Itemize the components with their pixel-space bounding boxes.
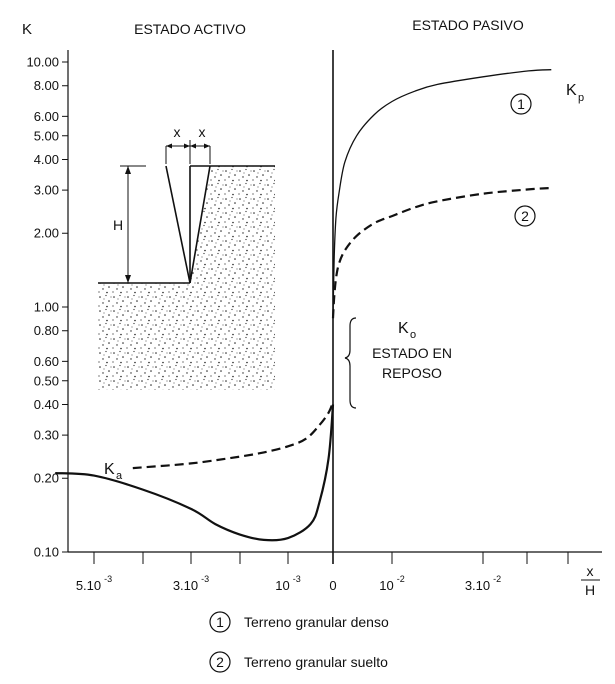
ka-label-sub: a [116,470,123,482]
legend-marker-1 [209,611,231,633]
x-tick-label-4: 10 -2 [379,574,404,593]
y-tick-label-7: 1.00 [34,300,59,315]
curve1-marker-text: 1 [517,96,525,112]
curve1-marker-circle [510,93,532,115]
y-tick-label-1: 8.00 [34,78,59,93]
legend-text-1: Terreno granular denso [244,614,389,630]
disp-arrow-1 [166,143,172,149]
legend: 1 Terreno granular denso 2 Terreno granu… [209,611,389,673]
ko-label-base: K [398,320,409,337]
y-tick-label-3: 5.00 [34,128,59,143]
kp-label-base: K [566,82,577,99]
x-tick-label-3: 0 [329,578,336,593]
x-tick-label-0: 5.10 -3 [76,574,112,593]
curves [55,69,552,542]
passive-state-label: ESTADO PASIVO [412,17,524,33]
x-axis-title-denominator: H [585,582,595,598]
disp-left-label: x [174,124,181,140]
y-tick-label-4: 4.00 [34,152,59,167]
height-arrow-bottom [125,275,131,283]
disp-right-label: x [199,124,206,140]
ka-label-base: K [104,461,115,478]
curve-2-passive [331,186,552,319]
x-axis-title-numerator: x [587,563,594,579]
y-tick-label-6: 2.00 [34,226,59,241]
y-tick-label-10: 0.50 [34,373,59,388]
disp-arrow-2 [184,143,190,149]
x-tick-label-1: 3.10 -3 [173,574,209,593]
wall-rotated-passive [189,165,211,284]
legend-text-2: Terreno granular suelto [244,654,388,670]
curve2-marker-text: 2 [521,208,529,224]
soil-mass [98,166,275,390]
curve2-marker-circle [514,205,536,227]
legend-item-2: 2 Terreno granular suelto [209,651,388,673]
active-state-label: ESTADO ACTIVO [134,21,246,37]
x-axis-ticks: 5.10 -3 3.10 -3 10 -3 0 10 -2 3.10 -2 [76,552,569,593]
legend-marker-2 [209,651,231,673]
y-axis-title: K [22,21,32,38]
ko-label: K o [398,320,416,341]
x-tick-label-2: 10 -3 [275,574,300,593]
ka-label: K a [104,461,123,482]
rest-state-line2: REPOSO [382,365,442,381]
y-tick-label-5: 3.00 [34,183,59,198]
y-tick-label-13: 0.20 [34,471,59,486]
ko-label-sub: o [410,329,416,341]
height-arrow-top [125,166,131,174]
curve1-marker: 1 [510,93,532,115]
y-tick-label-8: 0.80 [34,323,59,338]
y-tick-label-9: 0.60 [34,354,59,369]
disp-arrow-4 [204,143,210,149]
legend-marker-2-text: 2 [216,654,224,670]
y-tick-label-0: 10.00 [26,55,59,70]
rest-state-line1: ESTADO EN [372,345,452,361]
y-axis-ticks: 10.00 8.00 6.00 5.00 4.00 3.00 2.00 1.00 0.80 0.6… [26,55,68,560]
curve2-marker: 2 [514,205,536,227]
curve-1-passive [332,69,552,319]
x-tick-label-5: 3.10 -2 [465,574,501,593]
legend-marker-1-text: 1 [216,614,224,630]
y-tick-label-11: 0.40 [34,397,59,412]
legend-item-1: 1 Terreno granular denso [209,611,389,633]
disp-arrow-3 [190,143,196,149]
height-label: H [113,217,123,233]
rest-brace [344,317,357,409]
kp-label-sub: p [578,92,584,104]
curve-2-active [132,401,335,470]
wall-rotated-active [165,165,191,284]
y-tick-label-2: 6.00 [34,109,59,124]
kp-label: K p [566,82,584,104]
y-tick-label-12: 0.30 [34,428,59,443]
curve-1-active [55,404,335,542]
wall-diagram: H x x [98,124,275,390]
y-tick-label-14: 0.10 [34,545,59,560]
